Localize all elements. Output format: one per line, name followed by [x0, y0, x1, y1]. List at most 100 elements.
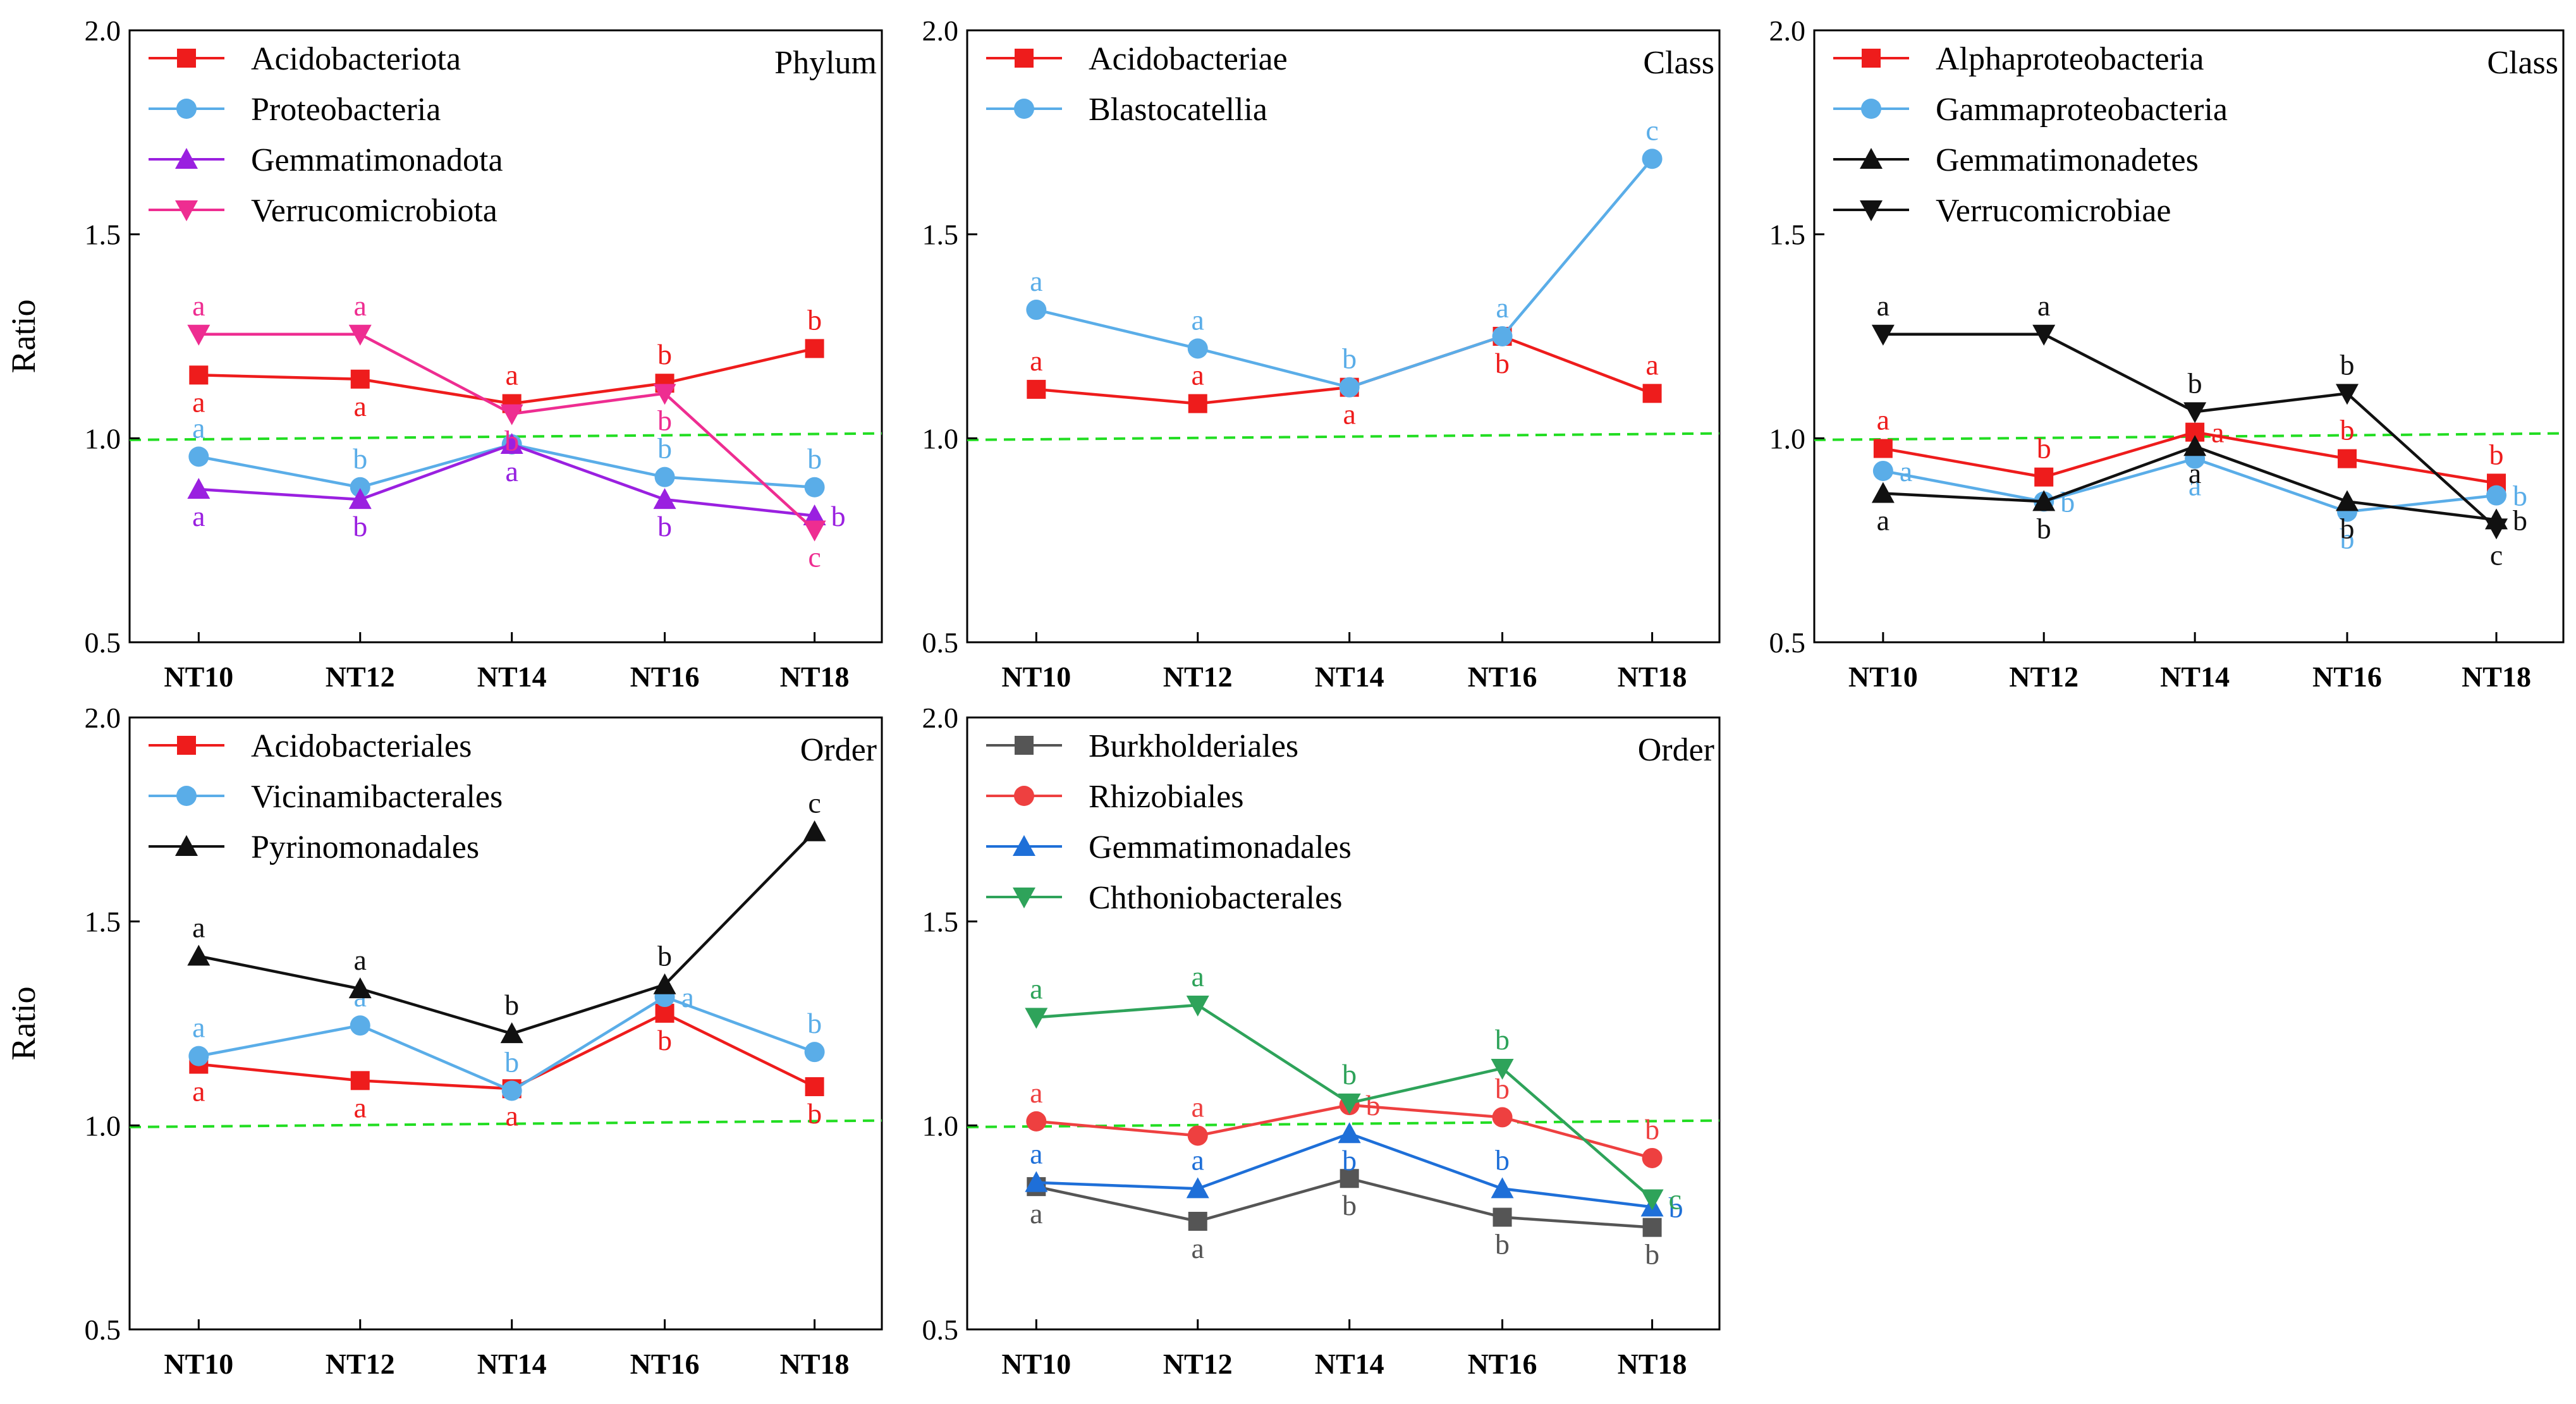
x-tick-label: NT18: [1618, 1348, 1687, 1380]
significance-letter: a: [505, 358, 518, 391]
significance-letter: c: [1645, 114, 1658, 146]
significance-letter: b: [1342, 343, 1357, 375]
x-tick-label: NT16: [1468, 1348, 1537, 1380]
data-point: [1871, 482, 1895, 503]
x-tick-label: NT10: [1848, 661, 1918, 693]
significance-letter: a: [1030, 1138, 1042, 1170]
chart-panel-2: 0.5 1.0 1.5 2.0 NT10 NT12 NT14 NT16 NT18 Class Aci…: [922, 15, 1721, 693]
y-tick-label: 1.0: [922, 1109, 959, 1142]
significance-letter: b: [1342, 1189, 1357, 1221]
y-tick-label: 1.5: [85, 906, 121, 938]
data-point: [1188, 394, 1207, 413]
legend-label: Pyrinomonadales: [251, 829, 479, 865]
data-point: [2034, 467, 2054, 487]
chart-panel-3: 0.5 1.0 1.5 2.0 NT10 NT12 NT14 NT16 NT18 Class Alp…: [1769, 15, 2565, 693]
y-axis-title: Ratio: [4, 987, 42, 1061]
data-point: [2032, 490, 2056, 511]
plot-frame: [128, 29, 883, 644]
data-point: [803, 820, 826, 841]
data-point: [1492, 1107, 1513, 1128]
legend-label: Verrucomicrobiota: [251, 193, 497, 229]
data-point: [1492, 1207, 1512, 1227]
significance-letter: a: [192, 386, 205, 418]
data-point: [804, 477, 825, 498]
plot-frame: [966, 716, 1721, 1331]
data-point: [2485, 518, 2508, 540]
y-tick-label: 0.5: [85, 626, 121, 659]
data-point: [2337, 449, 2357, 468]
y-tick-label: 1.5: [922, 906, 959, 938]
reference-line-1: [129, 1119, 882, 1128]
data-point: [2183, 402, 2207, 424]
legend-label: Verrucomicrobiae: [1936, 193, 2171, 229]
x-tick-label: NT18: [780, 1348, 850, 1380]
legend-label: Blastocatellia: [1089, 92, 1267, 128]
x-tick-label: NT16: [2312, 661, 2382, 693]
data-point: [1339, 377, 1360, 398]
y-tick-label: 1.5: [1769, 219, 1806, 251]
data-point: [500, 404, 523, 425]
y-tick-label: 2.0: [1769, 15, 1806, 47]
significance-letter: c: [2490, 539, 2503, 571]
x-tick-label: NT16: [1468, 661, 1537, 693]
significance-letter: a: [2037, 290, 2050, 322]
significance-letter: a: [1900, 455, 1912, 487]
y-axis-title: Ratio: [4, 300, 42, 374]
significance-letter: a: [1030, 1197, 1042, 1230]
significance-letter: a: [192, 290, 205, 322]
data-point: [803, 520, 826, 542]
data-point: [2486, 485, 2507, 506]
data-point: [1338, 1122, 1361, 1144]
data-point: [188, 446, 209, 467]
chart-panel-1: 0.5 1.0 1.5 2.0 NT10 NT12 NT14 NT16 NT18 Ratio Phy…: [4, 15, 883, 693]
significance-letter: a: [354, 390, 367, 422]
data-point: [2032, 324, 2056, 346]
y-tick-label: 2.0: [85, 15, 121, 47]
data-point: [1188, 1211, 1207, 1231]
significance-letter: b: [2513, 504, 2527, 536]
data-point: [1491, 1058, 1514, 1080]
data-point: [1492, 326, 1513, 346]
x-tick-label: NT14: [2160, 661, 2230, 693]
significance-letter: a: [192, 912, 205, 944]
significance-letter: a: [1030, 1077, 1042, 1109]
data-point: [1642, 1147, 1663, 1168]
data-point: [1872, 460, 1893, 481]
legend-marker: [1013, 835, 1035, 856]
y-tick-label: 1.0: [922, 422, 959, 455]
legend-label: Rhizobiales: [1089, 779, 1244, 815]
significance-letter: b: [807, 1097, 822, 1130]
data-point: [653, 384, 676, 405]
x-tick-label: NT16: [630, 1348, 700, 1380]
significance-letter: b: [1495, 1023, 1510, 1056]
x-tick-label: NT18: [1618, 661, 1687, 693]
significance-letter: b: [2340, 414, 2354, 446]
significance-letter: b: [657, 510, 672, 542]
significance-letter: b: [504, 989, 519, 1021]
y-tick-label: 0.5: [1769, 626, 1806, 659]
significance-letter: b: [2489, 438, 2504, 470]
data-point: [1340, 1169, 1359, 1188]
legend-label: Acidobacteriales: [251, 728, 472, 764]
data-point: [1186, 1177, 1209, 1199]
x-tick-label: NT12: [326, 661, 395, 693]
legend-marker: [175, 200, 198, 221]
panel-title: Order: [800, 732, 877, 768]
legend-marker: [1014, 786, 1034, 806]
significance-letter: a: [1192, 1232, 1204, 1264]
x-tick-label: NT14: [1315, 661, 1384, 693]
significance-letter: b: [1342, 1144, 1357, 1176]
significance-letter: a: [354, 944, 367, 976]
legend-marker: [177, 49, 196, 68]
data-point: [1025, 1008, 1048, 1029]
significance-letter: b: [1342, 1058, 1357, 1090]
significance-letter: a: [1645, 348, 1658, 381]
data-point: [348, 324, 372, 346]
data-point: [1187, 338, 1208, 359]
data-point: [1640, 1189, 1664, 1211]
x-tick-label: NT16: [630, 661, 700, 693]
x-tick-label: NT12: [1163, 1348, 1233, 1380]
legend-marker: [176, 99, 197, 119]
significance-letter: b: [2037, 512, 2051, 544]
legend-label: Alphaproteobacteria: [1936, 41, 2204, 77]
